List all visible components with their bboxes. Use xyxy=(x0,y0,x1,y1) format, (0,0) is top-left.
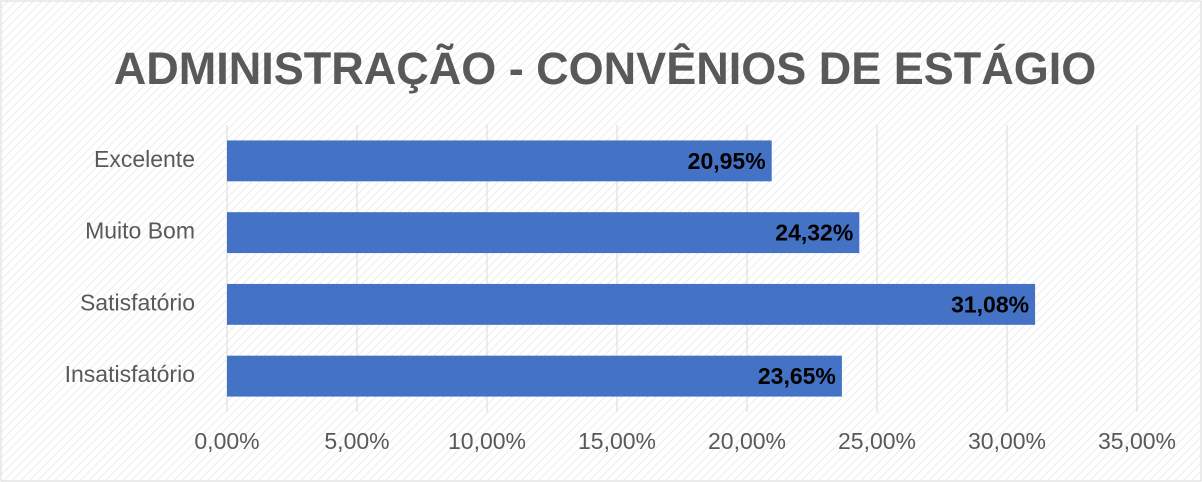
bar xyxy=(227,283,1036,325)
x-tick-label: 35,00% xyxy=(1098,428,1176,454)
bar xyxy=(227,140,772,182)
x-tick-label: 10,00% xyxy=(448,428,526,454)
bar xyxy=(227,355,842,397)
y-tick-label: Satisfatório xyxy=(80,289,195,315)
value-label: 23,65% xyxy=(758,363,836,389)
chart-title: ADMINISTRAÇÃO - CONVÊNIOS DE ESTÁGIO xyxy=(114,43,1097,94)
x-tick-label: 0,00% xyxy=(194,428,259,454)
x-tick-label: 30,00% xyxy=(968,428,1046,454)
x-tick-label: 25,00% xyxy=(838,428,916,454)
y-tick-label: Insatisfatório xyxy=(65,361,195,387)
bar xyxy=(227,212,860,254)
x-tick-label: 5,00% xyxy=(324,428,389,454)
value-label: 20,95% xyxy=(688,148,766,174)
x-tick-label: 20,00% xyxy=(708,428,786,454)
value-label: 24,32% xyxy=(775,220,853,246)
x-tick-label: 15,00% xyxy=(578,428,656,454)
y-tick-label: Muito Bom xyxy=(85,218,195,244)
y-tick-label: Excelente xyxy=(94,146,195,172)
value-label: 31,08% xyxy=(951,291,1029,317)
